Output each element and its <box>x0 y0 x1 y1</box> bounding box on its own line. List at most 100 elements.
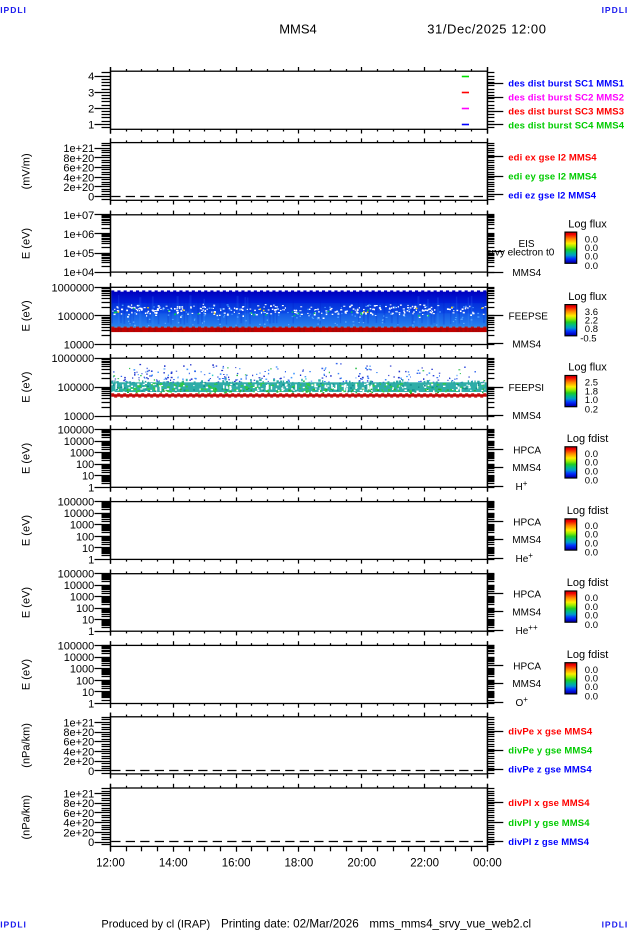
svg-text:18:00: 18:00 <box>285 858 314 870</box>
svg-text:HPCA: HPCA <box>513 590 541 601</box>
svg-text:E (eV): E (eV) <box>21 443 33 474</box>
svg-text:10000: 10000 <box>64 436 95 448</box>
svg-text:20:00: 20:00 <box>347 858 376 870</box>
svg-text:(nPa/km): (nPa/km) <box>21 723 33 768</box>
svg-text:0.0: 0.0 <box>585 261 598 272</box>
svg-text:1.0: 1.0 <box>585 395 598 406</box>
svg-text:4e+20: 4e+20 <box>63 172 94 184</box>
svg-text:srvy electron t0: srvy electron t0 <box>487 248 555 259</box>
svg-text:2: 2 <box>88 103 94 115</box>
svg-text:0.0: 0.0 <box>585 620 598 631</box>
svg-text:6e+20: 6e+20 <box>63 737 94 749</box>
svg-text:6e+20: 6e+20 <box>63 163 94 175</box>
svg-text:MMS4: MMS4 <box>512 679 541 690</box>
svg-text:0.0: 0.0 <box>585 521 598 532</box>
svg-text:2e+20: 2e+20 <box>63 756 94 768</box>
svg-text:Log flux: Log flux <box>568 218 607 230</box>
svg-text:00:00: 00:00 <box>473 858 502 870</box>
svg-text:edi ey gse l2 MMS4: edi ey gse l2 MMS4 <box>508 171 597 182</box>
svg-text:HPCA: HPCA <box>513 446 541 457</box>
svg-text:1e+06: 1e+06 <box>63 229 94 241</box>
svg-text:6e+20: 6e+20 <box>63 808 94 820</box>
svg-text:MMS4: MMS4 <box>512 411 541 422</box>
svg-text:100000: 100000 <box>58 497 95 509</box>
svg-text:E (eV): E (eV) <box>21 515 33 546</box>
svg-text:Printing date: 02/Mar/2026: Printing date: 02/Mar/2026 <box>221 917 359 930</box>
svg-text:MMS4: MMS4 <box>512 607 541 618</box>
svg-text:divPe z gse MMS4: divPe z gse MMS4 <box>508 765 592 776</box>
svg-text:mms_mms4_srvy_vue_web2.cl: mms_mms4_srvy_vue_web2.cl <box>369 917 531 930</box>
svg-text:22:00: 22:00 <box>410 858 439 870</box>
svg-text:E (eV): E (eV) <box>21 300 33 331</box>
svg-text:8e+20: 8e+20 <box>63 153 94 165</box>
svg-text:4: 4 <box>88 71 94 83</box>
svg-text:Log flux: Log flux <box>568 362 607 374</box>
svg-text:14:00: 14:00 <box>159 858 188 870</box>
svg-text:0.0: 0.0 <box>585 602 598 613</box>
svg-text:10: 10 <box>82 687 94 699</box>
svg-text:0.0: 0.0 <box>585 665 598 676</box>
svg-text:divPI z gse MMS4: divPI z gse MMS4 <box>508 837 589 848</box>
svg-text:0.8: 0.8 <box>585 324 598 335</box>
svg-text:MMS4: MMS4 <box>512 535 541 546</box>
svg-text:0: 0 <box>88 766 94 778</box>
svg-text:1e+04: 1e+04 <box>63 267 94 279</box>
svg-text:4e+20: 4e+20 <box>63 747 94 759</box>
svg-text:Log fdist: Log fdist <box>567 577 609 589</box>
svg-text:100: 100 <box>76 459 94 471</box>
svg-text:100000: 100000 <box>58 640 95 652</box>
svg-text:divPI x gse MMS4: divPI x gse MMS4 <box>508 798 590 809</box>
svg-text:10: 10 <box>82 471 94 483</box>
svg-text:1: 1 <box>88 626 94 638</box>
svg-text:1e+21: 1e+21 <box>63 143 94 155</box>
svg-text:E (eV): E (eV) <box>21 587 33 618</box>
svg-text:FEEPSI: FEEPSI <box>509 383 545 394</box>
svg-text:10000: 10000 <box>64 580 95 592</box>
svg-text:EIS: EIS <box>518 239 534 250</box>
svg-text:IPDLI: IPDLI <box>602 920 629 930</box>
svg-text:10000: 10000 <box>64 340 95 352</box>
svg-text:3: 3 <box>88 87 94 99</box>
svg-text:2.2: 2.2 <box>585 315 598 326</box>
svg-text:1.8: 1.8 <box>585 386 598 397</box>
svg-text:100: 100 <box>76 603 94 615</box>
svg-text:E (eV): E (eV) <box>21 659 33 690</box>
svg-text:des dist burst SC2 MMS2: des dist burst SC2 MMS2 <box>508 93 624 104</box>
svg-text:100000: 100000 <box>58 569 95 581</box>
svg-text:0.0: 0.0 <box>585 243 598 254</box>
svg-text:8e+20: 8e+20 <box>63 798 94 810</box>
svg-text:0.0: 0.0 <box>585 530 598 541</box>
svg-text:0.0: 0.0 <box>585 449 598 460</box>
svg-text:des dist burst SC1 MMS1: des dist burst SC1 MMS1 <box>508 79 624 90</box>
svg-text:divPe x gse MMS4: divPe x gse MMS4 <box>508 727 593 738</box>
svg-text:12:00: 12:00 <box>96 858 125 870</box>
svg-text:0: 0 <box>88 837 94 849</box>
svg-text:1000: 1000 <box>70 664 94 676</box>
svg-text:0.0: 0.0 <box>585 692 598 703</box>
svg-text:1: 1 <box>88 482 94 494</box>
svg-text:0.0: 0.0 <box>585 593 598 604</box>
svg-text:0.2: 0.2 <box>585 404 598 415</box>
svg-text:Produced by cl (IRAP): Produced by cl (IRAP) <box>101 918 210 930</box>
svg-text:IPDLI: IPDLI <box>0 5 27 15</box>
svg-text:4e+20: 4e+20 <box>63 818 94 830</box>
svg-text:100000: 100000 <box>58 425 95 437</box>
svg-text:100000: 100000 <box>58 311 95 323</box>
svg-text:1e+21: 1e+21 <box>63 789 94 801</box>
svg-text:-0.5: -0.5 <box>580 333 596 344</box>
svg-text:10000: 10000 <box>64 411 95 423</box>
svg-text:100: 100 <box>76 675 94 687</box>
svg-text:HPCA: HPCA <box>513 661 541 672</box>
svg-text:3.6: 3.6 <box>585 307 598 318</box>
svg-text:MMS4: MMS4 <box>512 340 541 351</box>
svg-text:100000: 100000 <box>58 382 95 394</box>
svg-text:1: 1 <box>88 699 94 711</box>
svg-text:0.0: 0.0 <box>585 682 598 693</box>
svg-text:Log fdist: Log fdist <box>567 505 609 517</box>
svg-text:des dist burst SC3 MMS3: des dist burst SC3 MMS3 <box>508 107 624 118</box>
svg-text:1000000: 1000000 <box>51 353 94 365</box>
svg-text:MMS4: MMS4 <box>512 463 541 474</box>
svg-text:divPI y gse MMS4: divPI y gse MMS4 <box>508 818 590 829</box>
svg-text:1e+05: 1e+05 <box>63 248 94 260</box>
svg-text:1e+07: 1e+07 <box>63 210 94 222</box>
